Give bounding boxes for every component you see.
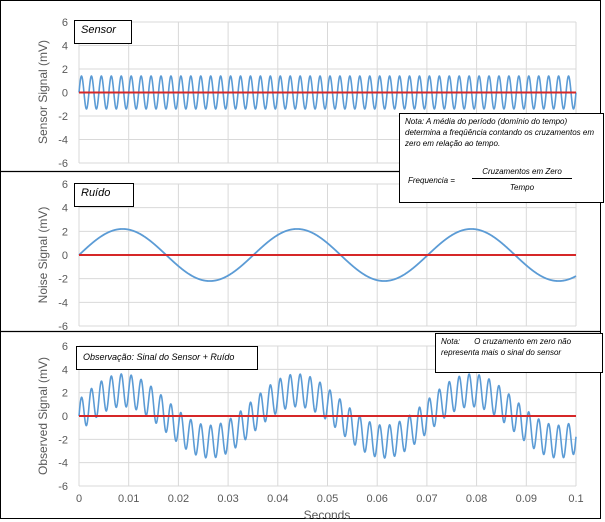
y-tick-label: 2 — [62, 226, 68, 238]
y-tick-label: 2 — [62, 64, 68, 76]
x-tick-label: 0.08 — [466, 493, 487, 505]
x-tick-label: 0.06 — [366, 493, 387, 505]
x-tick-label: 0.1 — [568, 493, 583, 505]
note-zero-crossing: Nota: O cruzamento em zero não representa… — [435, 333, 603, 373]
x-tick-label: 0.03 — [217, 493, 238, 505]
sensor-y-axis-label: Sensor Signal (mV) — [36, 40, 50, 144]
frequency-formula: Frequencia = Cruzamentos em Zero Tempo — [408, 166, 598, 198]
y-tick-label: -2 — [58, 111, 68, 123]
observed-y-tick-labels: 6 4 2 0 -2 -4 -6 — [58, 341, 68, 493]
sensor-tag: Sensor — [74, 20, 132, 44]
y-tick-label: -4 — [58, 297, 68, 309]
y-tick-label: -4 — [58, 135, 68, 147]
note-zero-text: O cruzamento em zero não representa mais… — [441, 337, 572, 357]
y-tick-label: 4 — [62, 41, 68, 53]
y-tick-label: 4 — [62, 203, 68, 215]
y-tick-label: 0 — [62, 250, 68, 262]
formula-lhs: Frequencia = — [408, 176, 455, 185]
noise-signal-line — [78, 228, 577, 282]
y-tick-label: -6 — [58, 321, 68, 333]
noise-y-tick-labels: 6 4 2 0 -2 -4 -6 — [58, 179, 68, 333]
y-tick-label: -4 — [58, 458, 68, 470]
y-tick-label: -2 — [58, 434, 68, 446]
y-tick-label: -6 — [58, 158, 68, 170]
y-tick-label: -2 — [58, 274, 68, 286]
noise-signal-panel: 6 4 2 0 -2 -4 -6 Noise Signal (mV) — [36, 179, 577, 333]
note-period-frequency: Nota: A média do período (domínio do tem… — [399, 113, 604, 203]
y-tick-label: 4 — [62, 364, 68, 376]
observed-signal-panel: 6 4 2 0 -2 -4 -6 0 0.01 0.02 0.03 0.04 0.05 0.06 0.07… — [36, 341, 584, 505]
x-axis-label: Seconds — [304, 508, 351, 522]
y-tick-label: 6 — [62, 179, 68, 191]
observed-tag: Observação: Sinal do Sensor + Ruído — [76, 346, 258, 370]
x-tick-label: 0.07 — [416, 493, 437, 505]
formula-fraction-bar — [472, 178, 572, 179]
note-period-text: Nota: A média do período (domínio do tem… — [405, 117, 594, 148]
formula-denominator: Tempo — [509, 183, 535, 192]
note-zero-prefix: Nota: — [441, 337, 461, 346]
y-tick-label: -6 — [58, 481, 68, 493]
y-tick-label: 6 — [62, 341, 68, 353]
observed-y-axis-label: Observed Signal (mV) — [36, 357, 50, 475]
formula-numerator: Cruzamentos em Zero — [482, 167, 562, 176]
noise-tag: Ruído — [74, 183, 134, 207]
observed-signal-line — [78, 373, 577, 459]
y-tick-label: 2 — [62, 388, 68, 400]
sensor-y-tick-labels: 6 4 2 0 -2 -4 -6 — [58, 17, 68, 170]
x-tick-label: 0 — [76, 493, 82, 505]
y-tick-label: 0 — [62, 411, 68, 423]
noise-y-axis-label: Noise Signal (mV) — [36, 207, 50, 304]
x-tick-label: 0.02 — [168, 493, 189, 505]
y-tick-label: 6 — [62, 17, 68, 29]
y-tick-label: 0 — [62, 88, 68, 100]
x-tick-label: 0.04 — [267, 493, 288, 505]
x-tick-label: 0.05 — [317, 493, 338, 505]
x-tick-label: 0.09 — [516, 493, 537, 505]
observed-x-tick-labels: 0 0.01 0.02 0.03 0.04 0.05 0.06 0.07 0.08 0.09 0.1 — [76, 493, 584, 505]
x-tick-label: 0.01 — [118, 493, 139, 505]
